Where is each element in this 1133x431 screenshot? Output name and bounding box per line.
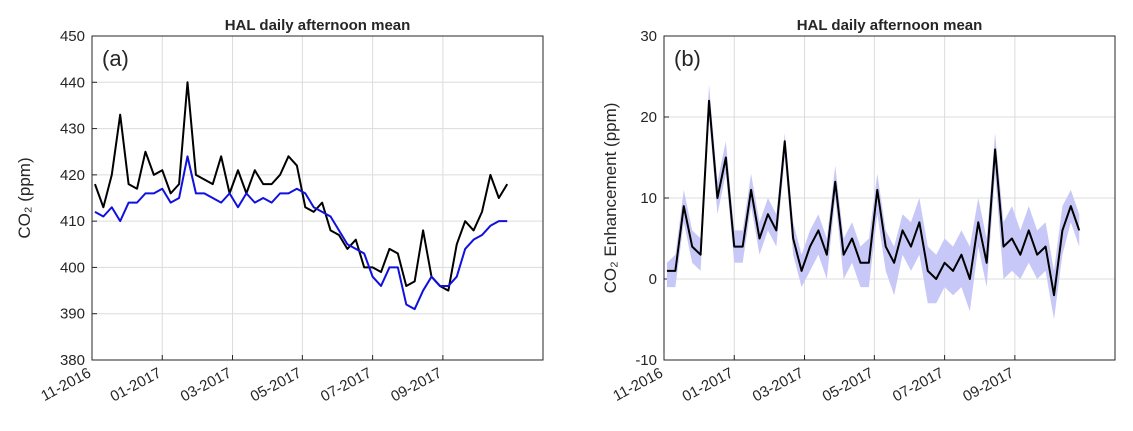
y-tick-label: 20 bbox=[640, 109, 657, 126]
x-tick-label: 09-2017 bbox=[960, 365, 1017, 406]
y-tick-label: 380 bbox=[60, 352, 85, 369]
y-tick-label: 430 bbox=[60, 121, 85, 138]
panel-label: (b) bbox=[674, 46, 701, 71]
x-tick-label: 03-2017 bbox=[750, 365, 807, 406]
x-tick-label: 11-2016 bbox=[38, 365, 94, 405]
y-tick-label: 440 bbox=[60, 74, 85, 91]
panel-label: (a) bbox=[102, 46, 129, 71]
uncertainty-band bbox=[666, 84, 1080, 320]
data-line bbox=[94, 81, 509, 292]
panel: -10 0 10 20 30 11-2016 01-2017 03-2017 05-2017 07… bbox=[601, 17, 1116, 406]
x-tick-label: 11-2016 bbox=[610, 365, 666, 405]
y-tick-label: 400 bbox=[60, 259, 85, 276]
y-tick-label: 420 bbox=[60, 167, 85, 184]
chart-title: HAL daily afternoon mean bbox=[797, 17, 983, 34]
x-tick-label: 09-2017 bbox=[388, 365, 445, 406]
y-tick-label: 0 bbox=[649, 271, 657, 288]
y-tick-label: 10 bbox=[640, 190, 657, 207]
x-tick-label: 01-2017 bbox=[680, 365, 737, 406]
plot-frame bbox=[91, 35, 544, 361]
plot-frame bbox=[663, 35, 1116, 361]
y-tick-label: 450 bbox=[60, 28, 85, 45]
panel: 380 390 400 410 420 430 440 450 11-2016 01-2017 03… bbox=[15, 17, 544, 406]
x-tick-label: 05-2017 bbox=[248, 365, 305, 406]
x-tick-label: 05-2017 bbox=[820, 365, 877, 406]
x-tick-label: 07-2017 bbox=[890, 365, 947, 406]
y-tick-label: 390 bbox=[60, 306, 85, 323]
y-tick-label: -10 bbox=[635, 352, 657, 369]
x-tick-label: 07-2017 bbox=[318, 365, 375, 406]
data-line bbox=[666, 99, 1081, 297]
y-axis-label: CO₂ Enhancement (ppm) bbox=[601, 103, 620, 294]
chart-title: HAL daily afternoon mean bbox=[225, 17, 411, 34]
x-tick-label: 03-2017 bbox=[178, 365, 235, 406]
y-tick-label: 410 bbox=[60, 213, 85, 230]
y-axis-label: CO₂ (ppm) bbox=[15, 157, 34, 238]
x-tick-label: 01-2017 bbox=[108, 365, 165, 406]
y-tick-label: 30 bbox=[640, 28, 657, 45]
data-line bbox=[94, 155, 508, 311]
